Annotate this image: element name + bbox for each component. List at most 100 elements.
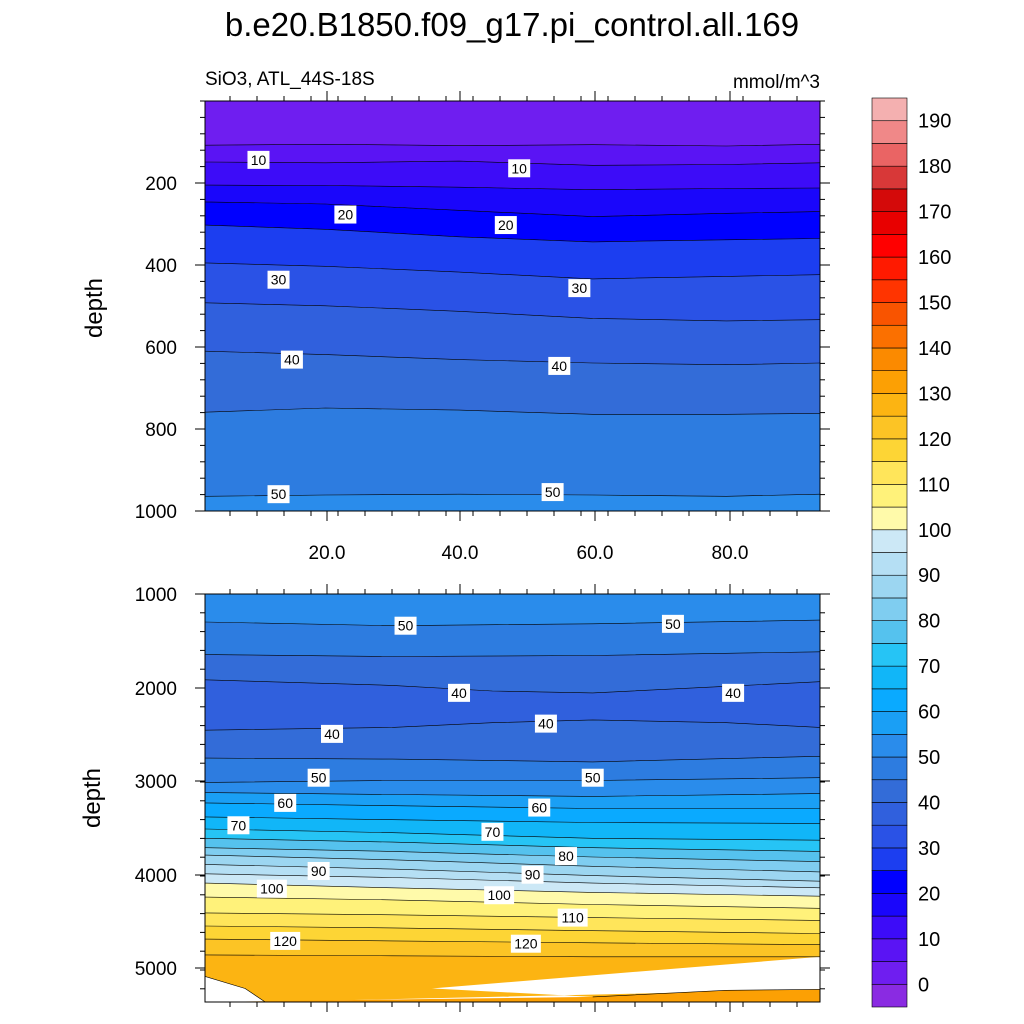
contour-band [205, 351, 820, 415]
y-tick-label: 5000 [135, 959, 177, 980]
contour-label-box [481, 822, 504, 841]
colorbar-swatch [871, 779, 908, 803]
colorbar-label: 190 [918, 111, 951, 133]
contour-label: 10 [511, 160, 527, 176]
isoline [205, 838, 820, 852]
contour-band [205, 594, 820, 626]
contour-band [205, 792, 820, 809]
upper-y-axis-label: depth [81, 278, 108, 338]
contour-label-box [274, 793, 297, 812]
contour-label-box [267, 485, 290, 504]
colorbar-label: 120 [918, 429, 951, 451]
colorbar-label: 180 [918, 156, 951, 178]
colorbar-swatch [871, 870, 908, 894]
contour-band [205, 262, 820, 321]
contour-label-box [494, 216, 517, 235]
contour-label-box [661, 614, 684, 633]
colorbar-label: 90 [918, 565, 940, 587]
contour-label: 60 [277, 795, 293, 811]
contour-label-box [528, 798, 551, 817]
colorbar-label: 70 [918, 656, 940, 678]
contour-band [205, 719, 820, 762]
colorbar-swatch [871, 143, 908, 167]
contour-label-box [394, 616, 417, 635]
contour-label-box [307, 861, 330, 880]
colorbar-swatch [871, 665, 908, 690]
contour-label-box [508, 159, 531, 178]
contour-label-box [534, 714, 557, 733]
isoline [205, 201, 820, 217]
contour-band [205, 302, 820, 365]
colorbar-swatch [871, 120, 908, 144]
colorbar-swatch [871, 461, 908, 485]
variable-region-subtitle: SiO3, ATL_44S-18S [205, 69, 375, 90]
contour-label: 120 [274, 933, 298, 949]
isoline [205, 976, 266, 1002]
contour-label-box [227, 816, 250, 835]
contour-label-box [448, 683, 471, 702]
contour-label: 110 [561, 910, 584, 926]
x-tick-label: 60.0 [577, 543, 614, 564]
colorbar-swatch [871, 347, 908, 372]
contour-band [205, 838, 820, 862]
contour-label: 70 [485, 824, 501, 840]
isoline [205, 912, 820, 921]
contour-band [205, 802, 820, 824]
y-tick-label: 2000 [135, 679, 177, 700]
isoline [205, 777, 820, 783]
colorbar-swatch [871, 893, 908, 917]
colorbar-swatch [871, 97, 908, 122]
plot-frame [204, 593, 821, 1003]
contour-label: 30 [271, 272, 287, 288]
isoline [205, 756, 820, 763]
contour-label-box [722, 683, 745, 702]
isoline [205, 854, 820, 873]
isoline [205, 954, 820, 958]
isoline [205, 864, 820, 882]
y-tick-label: 800 [145, 420, 177, 441]
colorbar-swatch [871, 188, 908, 212]
y-tick-label: 1000 [135, 585, 177, 606]
colorbar-swatch [871, 938, 908, 962]
y-tick-label: 3000 [135, 772, 177, 793]
contour-band [205, 651, 820, 693]
colorbar-label: 170 [918, 202, 951, 224]
isoline [205, 262, 820, 280]
x-tick-label: 40.0 [442, 543, 479, 564]
colorbar-swatch [871, 733, 908, 758]
contour-band [205, 144, 820, 166]
colorbar-label: 150 [918, 293, 951, 315]
contour-label-box [334, 205, 357, 224]
contour-band [205, 756, 820, 783]
colorbar-swatch [871, 961, 908, 985]
colorbar-swatch [871, 393, 908, 417]
isoline [205, 792, 820, 797]
colorbar-swatch [871, 620, 908, 644]
contour-label: 40 [552, 358, 568, 374]
contour-label-box [280, 350, 303, 369]
contour-band [205, 829, 820, 852]
colorbar-label: 0 [918, 974, 929, 996]
contour-label-box [321, 724, 344, 743]
isoline [205, 651, 820, 657]
colorbar-swatch [871, 597, 908, 621]
isoline [592, 989, 820, 998]
contour-label: 70 [231, 817, 247, 833]
contour-band [205, 873, 820, 897]
contour-band [205, 494, 820, 511]
contour-band [205, 976, 820, 1002]
contour-band [205, 620, 820, 657]
contour-label-box [548, 356, 571, 375]
isoline-layer [205, 143, 820, 497]
isoline [205, 873, 820, 889]
colorbar-swatch [871, 529, 908, 553]
colorbar-swatch [871, 915, 908, 940]
colorbar-swatch [871, 983, 908, 1008]
colorbar-label: 130 [918, 383, 951, 405]
contour-label: 20 [338, 207, 354, 223]
colorbar-label: 60 [918, 702, 940, 724]
y-tick-label: 1000 [135, 502, 177, 523]
contour-label: 90 [525, 867, 541, 883]
tick-layer: 200 400 600 800 1000 20.0 40.0 60.0 80.0 [135, 91, 830, 564]
